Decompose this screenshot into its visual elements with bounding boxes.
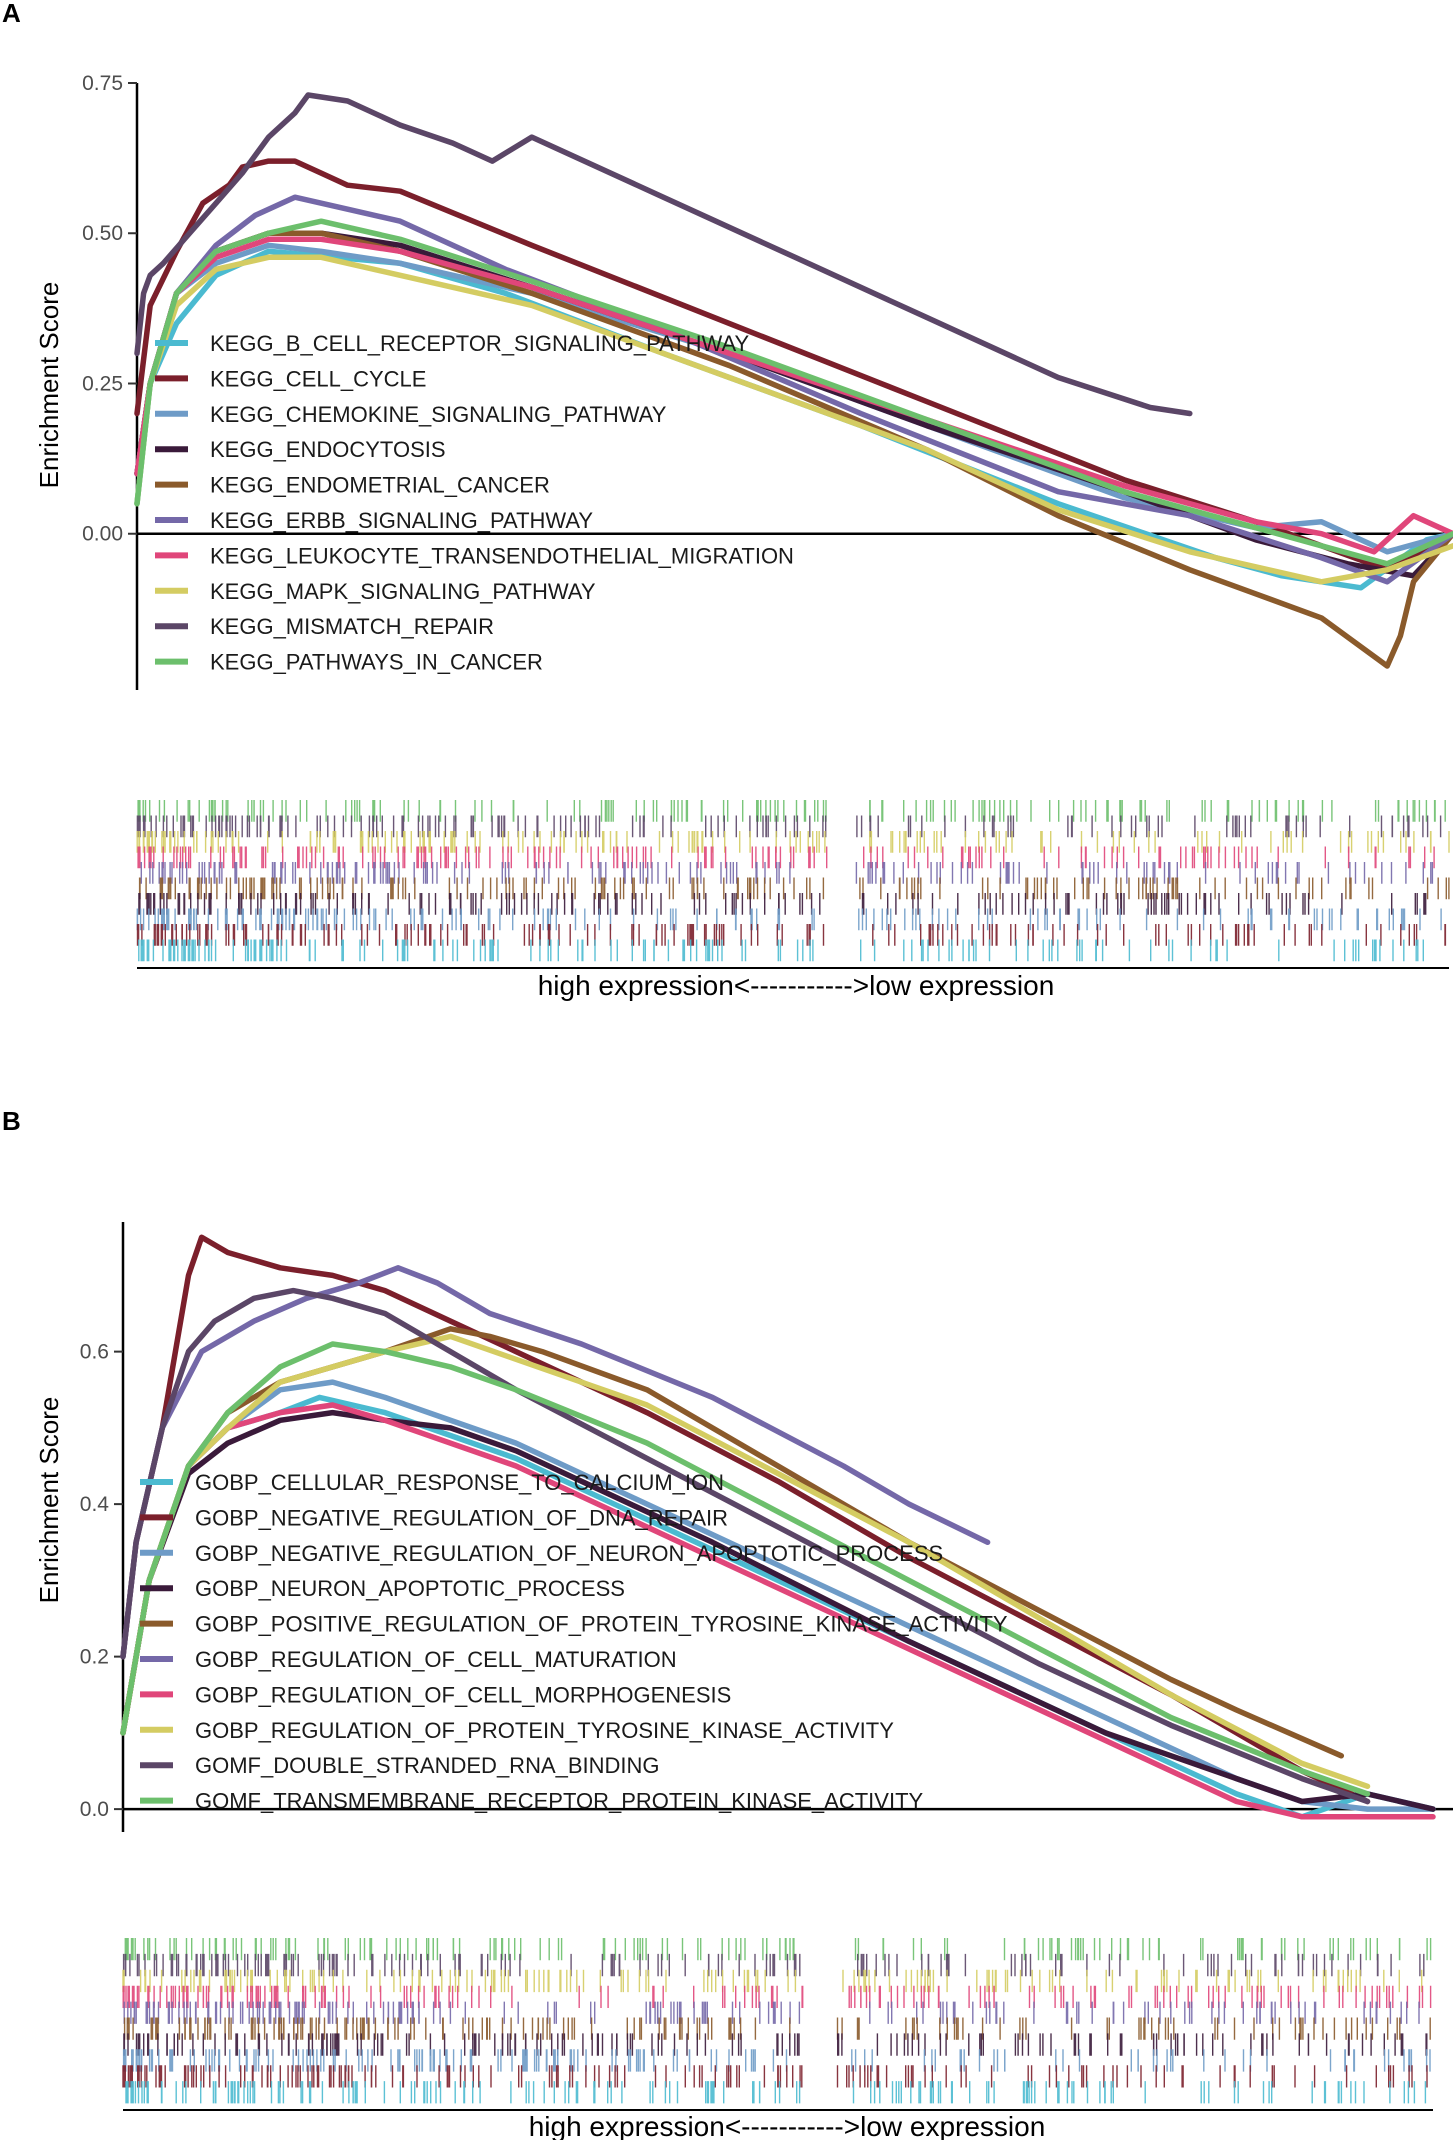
panel-a-hit-row (136, 815, 1442, 838)
panel-b-legend-label: GOBP_POSITIVE_REGULATION_OF_PROTEIN_TYRO… (195, 1612, 1008, 1637)
panel-a-legend-label: KEGG_CHEMOKINE_SIGNALING_PATHWAY (210, 402, 667, 427)
panel-a-hit-row (138, 893, 1427, 915)
panel-b-hit-row (123, 2033, 1428, 2056)
panel-a-hit-row (137, 800, 1446, 822)
panel-a-series-line-2 (134, 158, 1453, 573)
panel-a-series-line-9 (134, 92, 1193, 417)
panel-b-hit-row (122, 2049, 1431, 2072)
panel-b-legend-label: GOMF_TRANSMEMBRANE_RECEPTOR_PROTEIN_KINA… (195, 1789, 924, 1814)
panel-a-legend-label: KEGG_ENDOCYTOSIS (210, 437, 446, 462)
panel-b-y-tick-label: 0.6 (80, 1341, 109, 1364)
panel-b-hit-row (122, 1969, 1423, 1993)
panel-b-hit-row (123, 2017, 1431, 2040)
panel-b-y-tick-label: 0.2 (80, 1646, 109, 1669)
panel-a-hit-row (138, 939, 1424, 962)
panel-b-series-line-10 (120, 1341, 1371, 1797)
panel-a-series-line-3 (134, 242, 1453, 555)
panel-a-y-axis-title: Enrichment Score (34, 282, 64, 489)
panel-label-a: A (2, 0, 21, 28)
panel-a-x-caption: high expression<----------->low expressi… (538, 970, 1055, 1001)
panel-a-y-tick-label: 0.50 (82, 222, 123, 245)
panel-b-y-tick-label: 0.4 (80, 1493, 110, 1516)
panel-b-hit-row (125, 2081, 1427, 2104)
panel-a-legend-label: KEGG_B_CELL_RECEPTOR_SIGNALING_PATHWAY (210, 331, 749, 356)
panel-b-hit-row (122, 1953, 1425, 1977)
panel-a-hit-marks (136, 800, 1450, 969)
panel-a-hit-row (136, 831, 1450, 853)
panel-a-y-tick-label: 0.75 (82, 72, 123, 95)
panel-a-legend-label: KEGG_ERBB_SIGNALING_PATHWAY (210, 508, 593, 533)
panel-a-legend-label: KEGG_CELL_CYCLE (210, 366, 426, 391)
panel-b-legend: GOBP_CELLULAR_RESPONSE_TO_CALCIUM_ION GOB… (140, 1470, 1008, 1814)
panel-b-legend-label: GOBP_REGULATION_OF_CELL_MORPHOGENESIS (195, 1682, 731, 1707)
panel-b-x-caption: high expression<----------->low expressi… (529, 2111, 1046, 2140)
panel-b-hit-row (124, 1938, 1432, 1961)
panel-b-series-line-4 (120, 1409, 1436, 1812)
panel-a-legend-label: KEGG_PATHWAYS_IN_CANCER (210, 650, 543, 675)
panel-b-series-line-2 (120, 1234, 1371, 1805)
panel-a-legend-label: KEGG_LEUKOCYTE_TRANSENDOTHELIAL_MIGRATIO… (210, 543, 794, 568)
panel-a-legend-label: KEGG_MAPK_SIGNALING_PATHWAY (210, 579, 596, 604)
panel-b-legend-label: GOBP_CELLULAR_RESPONSE_TO_CALCIUM_ION (195, 1470, 724, 1495)
panel-b-legend-label: GOBP_NEGATIVE_REGULATION_OF_NEURON_APOPT… (195, 1541, 943, 1566)
panel-b-hit-marks (122, 1938, 1433, 2111)
panel-b-enrichment-plot: 0.0 0.2 0.4 0.6 (80, 1222, 1453, 1832)
panel-a-series-line-8 (134, 254, 1453, 585)
panel-a-hit-row (138, 877, 1450, 900)
panel-a-y-tick-label: 0.25 (82, 372, 123, 395)
panel-a-y-tick-label: 0.00 (82, 523, 123, 546)
panel-b-legend-label: GOBP_REGULATION_OF_CELL_MATURATION (195, 1647, 677, 1672)
panel-a-hit-row (140, 862, 1434, 884)
panel-a-hit-row (136, 924, 1447, 946)
panel-b-series-line-8 (120, 1333, 1371, 1790)
panel-a-legend: KEGG_B_CELL_RECEPTOR_SIGNALING_PATHWAY KE… (155, 331, 794, 675)
panel-b-hit-row (122, 1985, 1432, 2008)
panel-a-legend-label: KEGG_ENDOMETRIAL_CANCER (210, 473, 550, 498)
panel-b-series-line-6 (120, 1265, 991, 1660)
panel-b-y-axis-title: Enrichment Score (34, 1397, 64, 1604)
panel-b-legend-label: GOBP_NEGATIVE_REGULATION_OF_DNA_REPAIR (195, 1505, 728, 1530)
panel-a-series-line-10 (134, 218, 1453, 567)
panel-a-legend-label: KEGG_MISMATCH_REPAIR (210, 614, 494, 639)
panel-b-legend-label: GOBP_NEURON_APOPTOTIC_PROCESS (195, 1576, 625, 1601)
panel-b-series-line-9 (120, 1287, 1371, 1805)
panel-a-enrichment-plot: 0.00 0.25 0.50 0.75 (82, 72, 1453, 690)
panel-b-legend-label: GOMF_DOUBLE_STRANDED_RNA_BINDING (195, 1753, 660, 1778)
panel-b-hit-row (122, 2065, 1428, 2088)
panel-a-hit-row (136, 908, 1442, 931)
panel-b-hit-row (123, 2001, 1420, 2024)
panel-a-hit-row (137, 846, 1435, 869)
panel-label-b: B (2, 1106, 21, 1136)
panel-b-legend-label: GOBP_REGULATION_OF_PROTEIN_TYROSINE_KINA… (195, 1718, 894, 1743)
panel-b-y-tick-label: 0.0 (80, 1798, 109, 1821)
